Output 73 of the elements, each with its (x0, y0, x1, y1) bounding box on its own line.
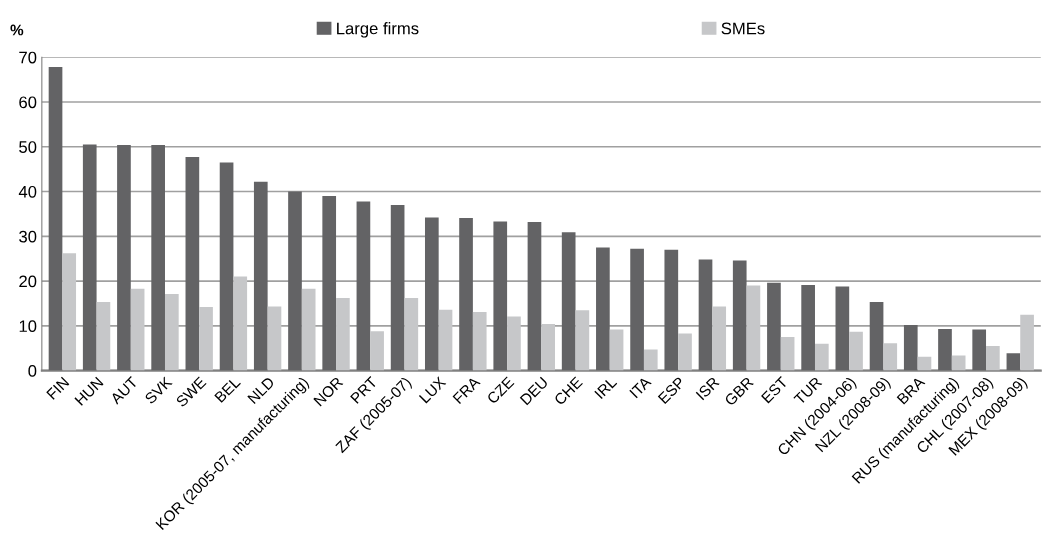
y-tick-label: 0 (28, 365, 37, 377)
bar (48, 67, 63, 371)
bar (404, 298, 419, 371)
y-tick-label: 70 (19, 51, 37, 64)
bar (356, 201, 371, 371)
x-tick-label: ITA (629, 375, 652, 399)
bar (82, 144, 97, 371)
bar (849, 331, 863, 371)
bar (117, 144, 131, 371)
bar (1020, 314, 1034, 371)
bar (712, 306, 727, 371)
bar (253, 181, 268, 371)
bar (151, 144, 165, 371)
bar (438, 309, 453, 371)
bar (732, 260, 747, 371)
bar (561, 232, 576, 371)
bar (233, 276, 248, 371)
bar (1006, 353, 1021, 371)
bar (938, 328, 952, 371)
y-tick-label: 20 (19, 275, 37, 288)
bar (972, 329, 987, 371)
bar (596, 247, 610, 371)
bar (130, 288, 145, 371)
bar (507, 316, 521, 371)
bar (493, 221, 508, 371)
x-tick-label: IRL (594, 376, 618, 400)
bar (643, 349, 658, 371)
bar (986, 345, 1000, 371)
bar (527, 221, 542, 371)
bar (267, 306, 282, 371)
bar (322, 196, 337, 371)
y-tick-label: 50 (19, 141, 37, 153)
bar (541, 324, 555, 371)
bar (780, 337, 795, 371)
bar (370, 331, 384, 371)
legend-label: SMEs (721, 22, 765, 35)
bar (185, 157, 200, 371)
bar (698, 259, 713, 371)
bar (199, 307, 213, 371)
bar (883, 343, 898, 371)
x-tick-label: FIN (46, 376, 70, 400)
bar (801, 285, 815, 371)
x-tick-label: FRA (452, 375, 481, 405)
bar (165, 294, 179, 371)
bar (575, 310, 590, 371)
bar (62, 253, 77, 371)
bar (609, 329, 624, 371)
y-tick-label: 40 (18, 185, 37, 198)
y-tick-label: 10 (19, 320, 37, 333)
bar (630, 248, 644, 371)
y-tick-label: 30 (19, 230, 37, 243)
bar (951, 355, 966, 371)
bar (767, 282, 781, 371)
bar (336, 298, 350, 371)
bar (459, 217, 473, 371)
bar (424, 217, 439, 371)
bar (472, 311, 487, 371)
bar (96, 302, 111, 371)
bar (664, 249, 679, 371)
bar (746, 285, 761, 371)
bar (835, 286, 850, 371)
legend-label: Large firms (337, 22, 419, 38)
bar (390, 204, 405, 371)
bar (219, 162, 234, 371)
x-tick-label: ISR (695, 376, 720, 401)
bar (288, 191, 302, 371)
y-tick-label: 60 (19, 96, 37, 109)
bar (301, 288, 316, 371)
y-axis-title: % (10, 24, 24, 36)
bar (869, 302, 884, 371)
bar (903, 324, 918, 371)
bar (814, 343, 829, 371)
bar (678, 333, 692, 371)
